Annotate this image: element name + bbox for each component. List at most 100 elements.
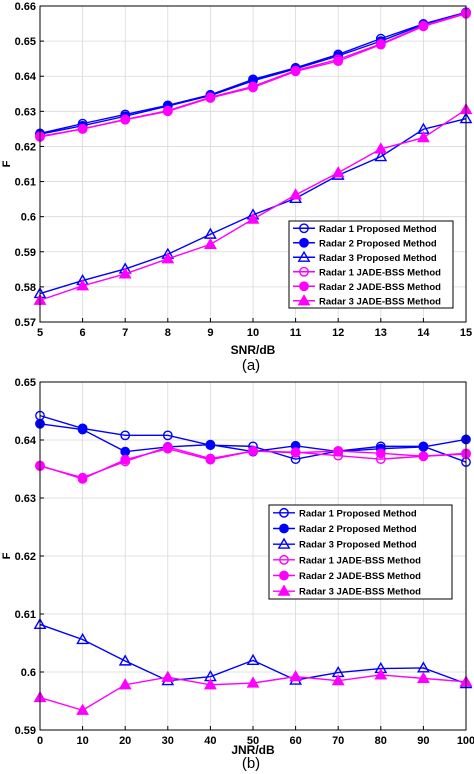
x-tick-label: 10 — [247, 327, 259, 339]
legend: Radar 1 Proposed Method Radar 2 Proposed … — [268, 504, 453, 600]
data-point — [203, 678, 217, 690]
x-tick-label: 13 — [375, 327, 387, 339]
x-tick-label: 8 — [165, 327, 171, 339]
x-tick-label: 14 — [417, 327, 430, 339]
x-tick-label: 90 — [417, 735, 429, 747]
legend-marker — [277, 584, 291, 596]
legend-marker — [299, 281, 309, 292]
data-point — [77, 424, 88, 435]
legend-marker — [279, 554, 289, 565]
x-axis-label: JNR/dB — [231, 743, 275, 757]
y-tick-label: 0.62 — [15, 141, 36, 153]
legend-label: Radar 2 Proposed Method — [299, 524, 417, 535]
legend-label: Radar 1 JADE-BSS Method — [299, 555, 421, 566]
data-point — [374, 668, 388, 680]
data-point — [374, 150, 388, 162]
x-tick-label: 9 — [207, 327, 213, 339]
y-tick-label: 0.61 — [15, 177, 36, 189]
x-axis-label: SNR/dB — [231, 343, 276, 357]
y-tick-label: 0.63 — [15, 106, 36, 118]
series-5 — [35, 443, 471, 484]
data-point — [205, 439, 216, 450]
series-6 — [33, 668, 473, 715]
data-point — [205, 454, 216, 465]
x-tick-label: 7 — [122, 327, 128, 339]
x-tick-label: 20 — [119, 735, 131, 747]
legend-label: Radar 1 Proposed Method — [299, 508, 417, 519]
legend-item: Radar 1 JADE-BSS Method — [273, 554, 421, 566]
data-point — [248, 82, 258, 93]
legend-item: Radar 2 JADE-BSS Method — [273, 570, 421, 582]
y-tick-label: 0.57 — [15, 317, 36, 329]
data-point — [333, 56, 344, 67]
data-point — [331, 674, 345, 686]
legend-label: Radar 3 Proposed Method — [319, 253, 437, 264]
legend-marker — [279, 570, 289, 581]
y-tick-label: 0.64 — [15, 71, 37, 83]
legend-label: Radar 3 JADE-BSS Method — [299, 587, 421, 598]
data-point — [246, 676, 260, 688]
data-point — [118, 654, 132, 666]
data-point — [161, 252, 175, 264]
data-point — [162, 430, 173, 441]
data-point — [290, 447, 301, 458]
legend-item: Radar 3 Proposed Method — [273, 537, 417, 551]
legend-marker — [299, 223, 309, 234]
x-tick-label: 80 — [375, 735, 387, 747]
data-point — [120, 446, 131, 457]
data-point — [161, 670, 175, 682]
legend-label: Radar 1 Proposed Method — [319, 224, 437, 235]
y-tick-label: 0.6 — [21, 212, 36, 224]
data-point — [246, 212, 260, 224]
data-point — [203, 237, 217, 250]
y-tick-label: 0.65 — [15, 377, 36, 389]
legend-item: Radar 2 Proposed Method — [273, 523, 417, 535]
data-point — [331, 166, 345, 178]
data-point — [205, 93, 216, 103]
data-point — [418, 21, 429, 32]
data-point — [162, 443, 173, 454]
data-point — [374, 142, 388, 154]
legend-label: Radar 2 Proposed Method — [319, 238, 437, 249]
data-point — [76, 632, 90, 645]
data-point — [76, 703, 90, 715]
legend-item: Radar 1 JADE-BSS Method — [293, 266, 441, 278]
legend-marker — [297, 250, 311, 262]
x-tick-label: 60 — [289, 735, 301, 747]
data-point — [375, 448, 386, 459]
data-point — [118, 267, 132, 279]
data-point — [246, 653, 260, 665]
figure-caption: (a) — [242, 357, 260, 374]
data-point — [333, 446, 344, 456]
chart-a: 5 6 7 8 9 10 11 12 13 14 15 0.57 0.58 0.59 0.6 0.61 0.62… — [1, 1, 473, 374]
data-point — [375, 39, 386, 50]
legend-box — [268, 504, 453, 600]
x-tick-label: 100 — [457, 735, 474, 747]
legend-marker — [279, 523, 289, 534]
data-point — [416, 671, 430, 683]
data-point — [416, 131, 430, 143]
x-tick-label: 12 — [332, 327, 344, 339]
data-point — [289, 188, 303, 200]
y-tick-label: 0.59 — [15, 247, 36, 259]
x-tick-label: 10 — [76, 735, 88, 747]
y-tick-label: 0.65 — [15, 36, 36, 48]
legend-item: Radar 1 Proposed Method — [293, 223, 437, 235]
y-tick-label: 0.63 — [15, 493, 36, 505]
legend-box — [288, 220, 454, 309]
data-point — [120, 430, 131, 441]
x-tick-label: 40 — [204, 735, 216, 747]
legend-marker — [279, 507, 289, 518]
legend-label: Radar 2 JADE-BSS Method — [319, 282, 441, 293]
y-tick-label: 0.64 — [15, 435, 37, 447]
legend-item: Radar 2 Proposed Method — [293, 237, 437, 249]
legend-marker — [299, 266, 309, 277]
legend-marker — [277, 537, 291, 549]
x-tick-label: 0 — [37, 735, 43, 747]
legend-label: Radar 2 JADE-BSS Method — [299, 571, 421, 582]
data-point — [118, 678, 132, 690]
x-tick-label: 5 — [37, 327, 43, 339]
data-point — [77, 123, 88, 134]
data-point — [76, 279, 90, 291]
